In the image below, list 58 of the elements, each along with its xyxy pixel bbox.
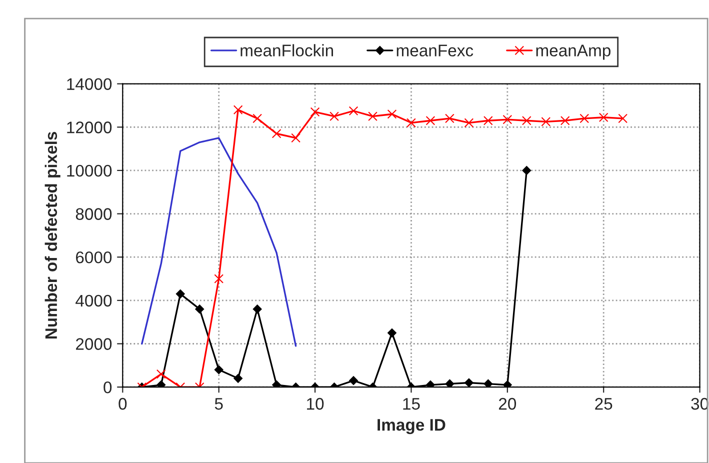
point: [214, 365, 224, 374]
x-tick-label: 5: [214, 398, 223, 410]
point: [156, 380, 166, 388]
point: [541, 117, 551, 126]
point: [484, 379, 493, 388]
point: [483, 116, 493, 126]
point: [252, 304, 262, 314]
point: [445, 114, 454, 124]
point: [426, 380, 435, 388]
line-series: [141, 137, 297, 347]
y-tick-label: 2000: [76, 338, 112, 350]
y-tick-label: 6000: [76, 252, 112, 264]
point: [502, 114, 512, 124]
point: [522, 166, 532, 175]
x-tick-label: 10: [307, 398, 324, 410]
point: [233, 105, 243, 114]
y-tick-label: 12000: [67, 122, 112, 134]
point: [310, 107, 320, 117]
point: [252, 114, 262, 124]
y-axis-title: Number of defected pixels: [44, 132, 60, 339]
point: [598, 112, 608, 122]
point: [560, 116, 570, 126]
x-tick-label: 20: [498, 398, 516, 410]
point: [618, 114, 628, 124]
point: [272, 380, 282, 388]
point: [176, 289, 185, 298]
point: [464, 118, 474, 128]
point: [330, 112, 339, 121]
point: [406, 118, 416, 128]
point: [445, 379, 454, 388]
point: [291, 133, 300, 143]
point: [387, 109, 397, 119]
y-tick-label: 10000: [67, 164, 112, 177]
point: [195, 304, 204, 314]
y-tick-label: 0: [104, 381, 112, 394]
point: [214, 274, 224, 284]
legend-label: meanFexc: [396, 44, 474, 56]
point: [349, 376, 358, 386]
point: [426, 116, 436, 126]
x-tick-label: 0: [118, 398, 127, 410]
point: [348, 106, 358, 116]
point: [156, 369, 166, 379]
legend-label: meanFlockin: [240, 44, 334, 56]
x-axis-title: Image ID: [378, 419, 446, 434]
point: [464, 378, 474, 388]
point: [502, 380, 512, 388]
y-tick-label: 4000: [76, 294, 112, 307]
x-tick-label: 25: [595, 398, 612, 410]
y-tick-label: 8000: [76, 208, 112, 220]
point: [234, 374, 243, 383]
point: [522, 116, 532, 126]
y-tick-label: 14000: [67, 78, 112, 90]
point: [580, 114, 590, 124]
point: [368, 112, 378, 121]
point: [388, 328, 396, 338]
point: [272, 128, 282, 138]
legend-label: meanAmp: [536, 44, 610, 60]
x-tick-label: 15: [403, 398, 420, 410]
